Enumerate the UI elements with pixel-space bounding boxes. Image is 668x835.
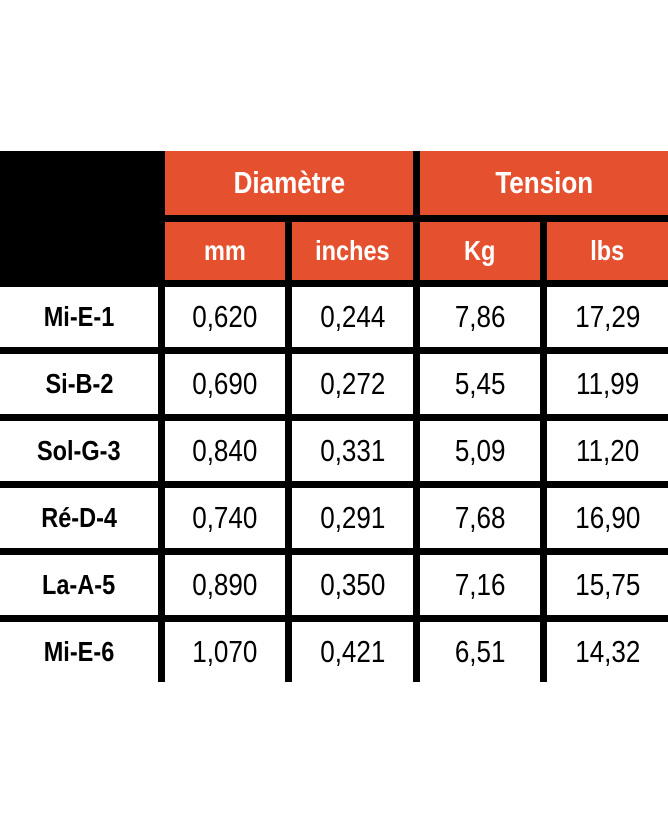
cell-inches: 0,421 xyxy=(292,622,413,682)
cell-lbs: 15,75 xyxy=(547,555,668,615)
row-label: La-A-5 xyxy=(0,555,158,615)
row-label: Sol-G-3 xyxy=(0,421,158,481)
subheader-lbs: lbs xyxy=(547,222,668,280)
cell-inches: 0,350 xyxy=(292,555,413,615)
cell-mm: 0,690 xyxy=(165,354,285,414)
cell-kg: 5,09 xyxy=(420,421,540,481)
row-label: Mi-E-1 xyxy=(0,287,158,347)
subheader-kg: Kg xyxy=(420,222,540,280)
cell-kg: 7,86 xyxy=(420,287,540,347)
cell-mm: 0,620 xyxy=(165,287,285,347)
cell-lbs: 11,99 xyxy=(547,354,668,414)
string-spec-table: Diamètre Tension mm inches Kg lbs Mi-E-1… xyxy=(0,151,668,682)
cell-lbs: 14,32 xyxy=(547,622,668,682)
cell-inches: 0,291 xyxy=(292,488,413,548)
cell-kg: 7,68 xyxy=(420,488,540,548)
row-label: Si-B-2 xyxy=(0,354,158,414)
subheader-mm: mm xyxy=(165,222,285,280)
cell-mm: 0,740 xyxy=(165,488,285,548)
cell-mm: 1,070 xyxy=(165,622,285,682)
cell-inches: 0,272 xyxy=(292,354,413,414)
header-group-diametre-label: Diamètre xyxy=(233,165,345,200)
cell-inches: 0,244 xyxy=(292,287,413,347)
cell-mm: 0,890 xyxy=(165,555,285,615)
cell-lbs: 16,90 xyxy=(547,488,668,548)
cell-mm: 0,840 xyxy=(165,421,285,481)
header-group-diametre: Diamètre xyxy=(165,151,413,215)
row-label: Mi-E-6 xyxy=(0,622,158,682)
row-label: Ré-D-4 xyxy=(0,488,158,548)
corner-cell xyxy=(0,151,158,280)
cell-inches: 0,331 xyxy=(292,421,413,481)
cell-kg: 5,45 xyxy=(420,354,540,414)
cell-kg: 7,16 xyxy=(420,555,540,615)
subheader-inches: inches xyxy=(292,222,413,280)
header-group-tension-label: Tension xyxy=(495,165,593,200)
cell-lbs: 11,20 xyxy=(547,421,668,481)
cell-lbs: 17,29 xyxy=(547,287,668,347)
header-group-tension: Tension xyxy=(420,151,668,215)
cell-kg: 6,51 xyxy=(420,622,540,682)
